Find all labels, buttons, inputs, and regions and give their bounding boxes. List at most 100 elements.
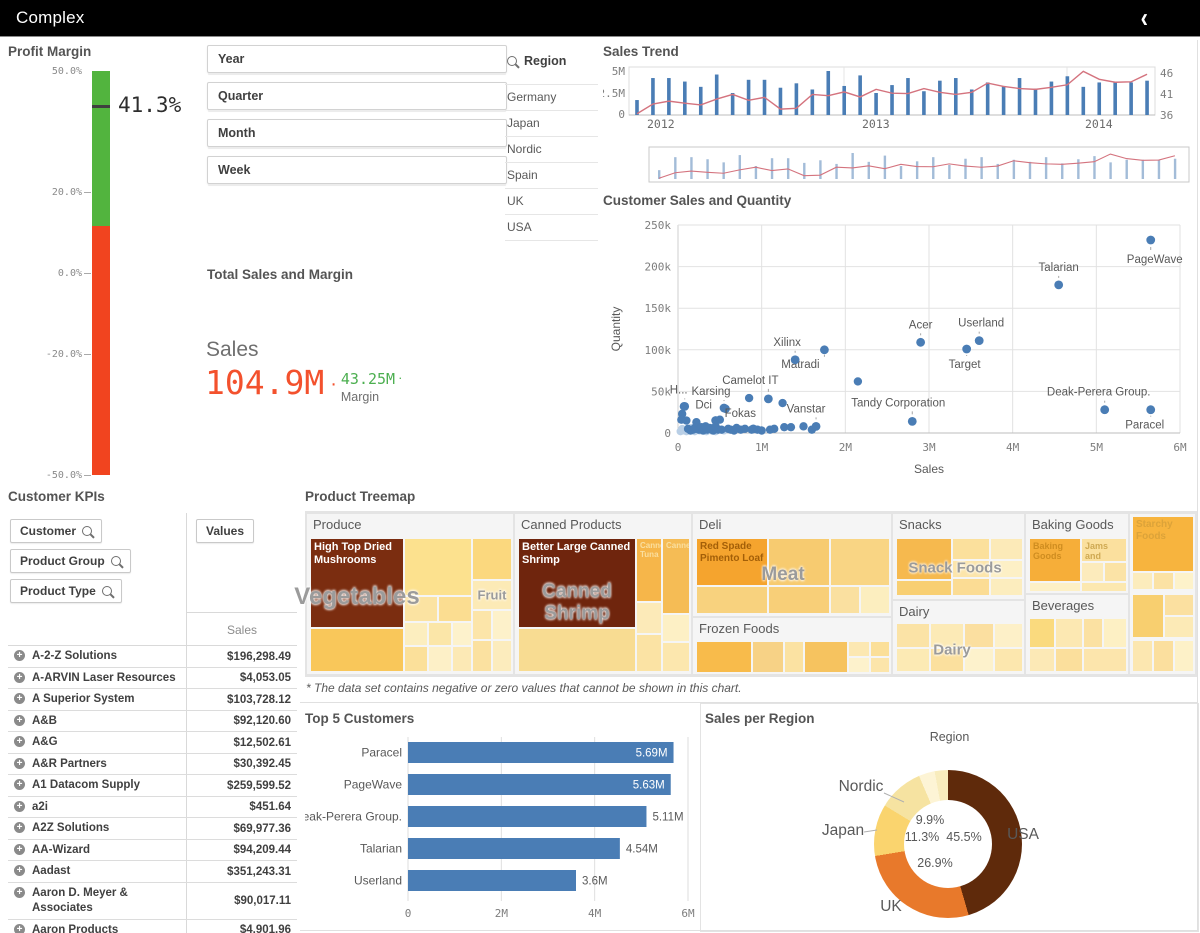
treemap-tile[interactable] [405,647,427,671]
treemap-tile-starchy-foods[interactable]: Starchy Foods [1133,517,1193,571]
treemap-tile[interactable] [1105,563,1126,581]
trend-bar[interactable] [874,93,878,115]
table-row[interactable]: + Aaron Products $4,901.96 [8,919,297,933]
scatter-point-dci[interactable] [711,416,721,425]
treemap-tile[interactable] [1082,583,1126,591]
treemap-tile[interactable] [697,642,751,672]
trend-bar[interactable] [1001,85,1006,115]
bar-deak-perera-group-[interactable] [408,806,647,827]
trend-bar[interactable] [969,89,974,115]
scatter-point[interactable] [786,422,796,432]
search-icon[interactable] [110,556,121,566]
treemap-tile[interactable] [1175,641,1193,671]
region-item-japan[interactable]: Japan [505,110,598,136]
scatter-point[interactable] [744,393,754,403]
treemap-tile[interactable] [1104,619,1126,647]
treemap-tile[interactable] [849,642,869,656]
treemap-tile[interactable] [1165,595,1193,615]
navigator-frame[interactable] [648,146,1190,183]
scatter-point[interactable] [757,426,766,435]
treemap-tile[interactable] [953,579,989,595]
trend-bar[interactable] [985,82,990,115]
treemap-tile[interactable] [931,624,963,647]
expand-plus-icon[interactable]: + [14,843,25,855]
top5-customers-chart[interactable]: 0 2M 4M 6M Paracel 5.69M PageWave 5.63M Deak-Per… [305,703,700,930]
scatter-point-karsing[interactable] [719,403,729,413]
treemap-tile[interactable] [897,581,951,595]
treemap-tile[interactable] [831,539,889,585]
trend-bar[interactable] [826,71,831,115]
search-icon[interactable] [82,526,93,536]
treemap-tile-canned-[interactable]: Canned... [663,539,689,613]
treemap-tile[interactable] [1175,573,1193,589]
scatter-point-paracel[interactable] [1146,405,1156,415]
table-row[interactable]: + A Superior System $103,728.12 [8,689,297,711]
trend-bar[interactable] [922,91,926,115]
scatter-point[interactable] [853,377,863,386]
trend-bar[interactable] [1065,76,1070,115]
treemap-tile[interactable] [805,642,847,672]
values-chip[interactable]: Values [196,519,255,543]
treemap-tile[interactable] [405,539,471,595]
scatter-point-light[interactable] [678,424,687,433]
scatter-point-userland[interactable] [974,336,984,346]
treemap-tile[interactable] [953,561,989,577]
trend-bar[interactable] [651,78,655,115]
trend-bar[interactable] [778,87,783,115]
search-icon[interactable] [507,56,517,66]
expand-plus-icon[interactable]: + [14,736,25,748]
region-item-usa[interactable]: USA [505,214,598,240]
scatter-point[interactable] [799,422,808,431]
region-filter-header[interactable]: Region [505,48,598,74]
bar-paracel[interactable] [408,742,674,763]
scatter-point[interactable] [780,422,789,432]
trend-bar[interactable] [1097,82,1102,115]
treemap-tile[interactable] [831,587,859,613]
trend-line[interactable] [636,70,1148,115]
treemap-tile[interactable] [697,587,767,613]
scatter-point[interactable] [778,398,787,408]
trend-bar[interactable] [858,75,862,115]
treemap-tile-baking-goods[interactable]: Baking Goods [1030,539,1080,581]
treemap-tile[interactable] [1133,641,1152,671]
expand-plus-icon[interactable]: + [14,886,25,898]
treemap-tile[interactable] [429,623,451,645]
scatter-point-target[interactable] [962,344,972,354]
treemap-tile[interactable] [769,539,829,585]
treemap-tile-high-top-dried-mushrooms[interactable]: High Top Dried Mushrooms [311,539,403,627]
region-item-spain[interactable]: Spain [505,162,598,188]
search-icon[interactable] [101,586,112,596]
trend-bar[interactable] [906,78,910,115]
expand-plus-icon[interactable]: + [14,800,25,812]
chip-product-type[interactable]: Product Type [10,579,122,603]
treemap-tile[interactable] [897,539,951,579]
scatter-point-xilinx[interactable] [790,355,800,365]
treemap-tile[interactable] [849,658,869,672]
trend-bar[interactable] [1033,88,1038,115]
treemap-tile[interactable] [439,597,471,621]
filter-quarter[interactable]: Quarter [207,82,507,110]
table-row[interactable]: + Aadast $351,243.31 [8,861,297,883]
trend-bar[interactable] [890,85,894,115]
table-row[interactable]: + A&B $92,120.60 [8,710,297,733]
treemap-tile[interactable] [995,624,1022,647]
treemap-tile[interactable] [453,623,471,645]
sales-column-header[interactable]: Sales [187,612,297,646]
treemap-tile[interactable] [405,623,427,645]
bar-userland[interactable] [408,870,576,891]
expand-plus-icon[interactable]: + [14,671,25,683]
treemap-tile[interactable] [1030,583,1080,591]
scatter-point-camelot-it[interactable] [763,394,773,404]
trend-bar[interactable] [746,79,751,115]
treemap-tile[interactable] [785,642,803,672]
treemap-tile[interactable] [663,643,689,671]
treemap-tile[interactable] [953,539,989,559]
region-item-germany[interactable]: Germany [505,84,598,110]
treemap-tile[interactable] [1165,617,1193,637]
scatter-point-acer[interactable] [916,337,926,347]
scatter-point-deak-perera-group-[interactable] [1100,405,1110,415]
chip-product-group[interactable]: Product Group [10,549,131,573]
treemap-tile[interactable] [1154,573,1173,589]
table-row[interactable]: + Aaron D. Meyer & Associates $90,017.11 [8,882,297,920]
treemap-tile[interactable] [1133,573,1152,589]
